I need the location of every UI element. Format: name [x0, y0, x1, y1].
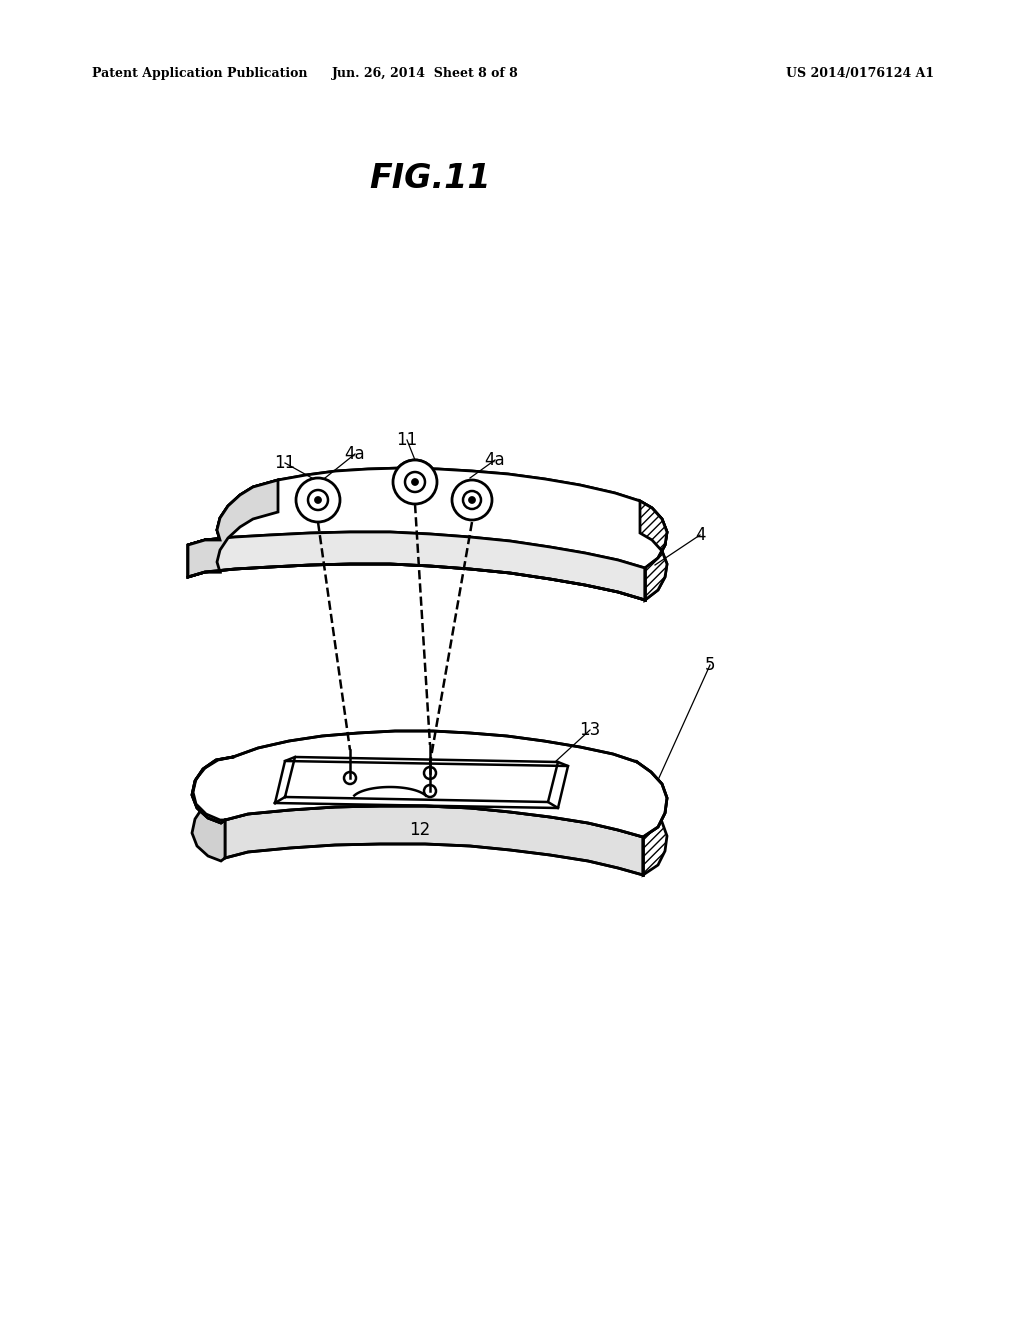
Circle shape — [469, 496, 475, 503]
Text: 4a: 4a — [345, 445, 366, 463]
Polygon shape — [188, 532, 645, 601]
Circle shape — [308, 490, 328, 510]
Circle shape — [406, 473, 425, 492]
Circle shape — [296, 478, 340, 521]
Polygon shape — [640, 502, 667, 601]
Text: 4a: 4a — [484, 451, 505, 469]
Circle shape — [412, 479, 419, 486]
Circle shape — [412, 479, 419, 486]
Text: Patent Application Publication: Patent Application Publication — [92, 67, 307, 81]
Circle shape — [463, 491, 481, 510]
Text: 12: 12 — [410, 821, 431, 840]
Circle shape — [424, 767, 436, 779]
Text: FIG.11: FIG.11 — [370, 162, 490, 195]
Circle shape — [314, 496, 322, 503]
Circle shape — [463, 491, 481, 510]
Polygon shape — [188, 480, 278, 577]
Text: 5: 5 — [705, 656, 715, 675]
Text: 11: 11 — [274, 454, 296, 473]
Polygon shape — [640, 502, 667, 601]
Polygon shape — [188, 532, 645, 601]
Polygon shape — [188, 469, 667, 568]
Circle shape — [296, 478, 340, 521]
Circle shape — [308, 490, 328, 510]
Polygon shape — [637, 762, 667, 875]
Circle shape — [452, 480, 492, 520]
Polygon shape — [193, 731, 667, 837]
Polygon shape — [188, 480, 278, 577]
Text: 4: 4 — [694, 525, 706, 544]
Circle shape — [424, 785, 436, 797]
Circle shape — [344, 772, 356, 784]
Circle shape — [314, 496, 322, 503]
Circle shape — [452, 480, 492, 520]
Circle shape — [406, 473, 425, 492]
Circle shape — [469, 496, 475, 503]
Text: US 2014/0176124 A1: US 2014/0176124 A1 — [786, 67, 934, 81]
Circle shape — [393, 459, 437, 504]
Circle shape — [393, 459, 437, 504]
Text: 11: 11 — [396, 432, 418, 449]
Text: 13: 13 — [580, 721, 601, 739]
Polygon shape — [188, 469, 667, 568]
Polygon shape — [225, 807, 643, 875]
Text: Jun. 26, 2014  Sheet 8 of 8: Jun. 26, 2014 Sheet 8 of 8 — [332, 67, 518, 81]
Polygon shape — [193, 756, 233, 861]
